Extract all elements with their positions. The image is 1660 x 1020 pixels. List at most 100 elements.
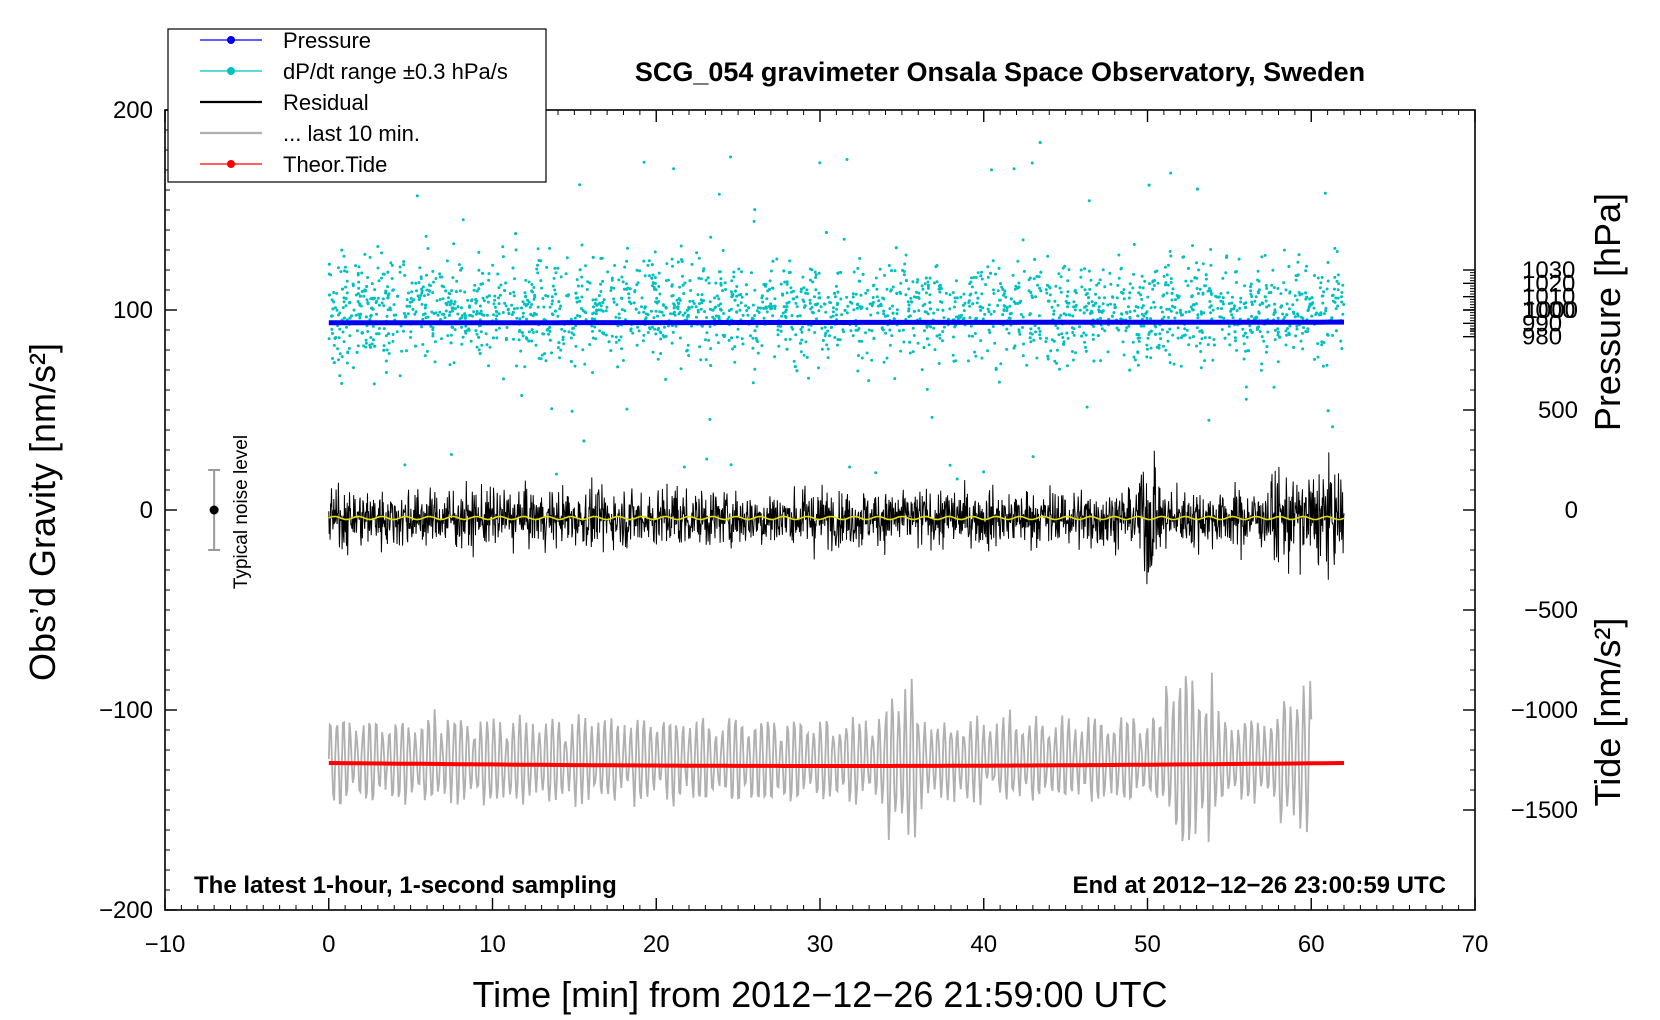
- dpdt-point: [481, 296, 485, 300]
- dpdt-point: [567, 330, 571, 334]
- dpdt-point: [917, 296, 921, 300]
- dpdt-point: [1221, 296, 1225, 300]
- dpdt-point: [591, 329, 594, 333]
- dpdt-point: [1039, 270, 1043, 274]
- dpdt-point: [657, 271, 661, 275]
- dpdt-point: [662, 335, 666, 339]
- dpdt-point: [521, 300, 525, 304]
- dpdt-point: [391, 288, 395, 292]
- dpdt-point: [767, 305, 771, 308]
- dpdt-point: [1221, 276, 1225, 280]
- dpdt-point: [598, 329, 602, 333]
- dpdt-point: [496, 272, 500, 276]
- dpdt-point: [1022, 269, 1026, 273]
- dpdt-point: [930, 415, 934, 419]
- dpdt-point: [338, 352, 342, 356]
- dpdt-point: [563, 329, 567, 333]
- dpdt-point: [1234, 270, 1237, 274]
- dpdt-point: [792, 359, 796, 363]
- dpdt-point: [540, 286, 544, 290]
- dpdt-point: [653, 327, 657, 331]
- dpdt-point: [893, 377, 897, 381]
- dpdt-point: [859, 293, 863, 297]
- dpdt-point: [1162, 274, 1166, 278]
- dpdt-point: [940, 300, 944, 304]
- dpdt-point: [805, 355, 809, 359]
- dpdt-point: [836, 338, 840, 342]
- dpdt-point: [591, 298, 595, 302]
- dpdt-point: [381, 297, 385, 301]
- dpdt-point: [974, 291, 978, 295]
- dpdt-point: [1142, 314, 1146, 318]
- dpdt-point: [1153, 305, 1157, 309]
- dpdt-point: [1199, 350, 1203, 353]
- dpdt-point: [553, 309, 557, 313]
- x-tick-label: 50: [1134, 931, 1161, 958]
- dpdt-point: [513, 277, 516, 281]
- dpdt-point: [1203, 336, 1207, 340]
- dpdt-point: [1079, 275, 1083, 279]
- dpdt-point: [1092, 359, 1096, 363]
- dpdt-point: [732, 270, 736, 274]
- dpdt-point: [591, 312, 595, 316]
- dpdt-point: [494, 309, 498, 313]
- dpdt-point: [1186, 284, 1190, 288]
- dpdt-point: [606, 270, 610, 274]
- dpdt-point: [1165, 307, 1169, 311]
- dpdt-point: [721, 289, 725, 293]
- dpdt-point: [1187, 310, 1191, 314]
- dpdt-point: [1336, 296, 1340, 300]
- dpdt-point: [628, 287, 632, 291]
- dpdt-point: [745, 309, 749, 312]
- dpdt-point: [1242, 302, 1246, 306]
- dpdt-point: [1035, 356, 1039, 360]
- dpdt-point: [911, 326, 915, 330]
- dpdt-point: [530, 289, 534, 293]
- dpdt-point: [1070, 326, 1074, 330]
- dpdt-point: [683, 281, 687, 285]
- dpdt-point: [910, 300, 914, 304]
- dpdt-point: [387, 332, 391, 336]
- noise-center-dot: [209, 505, 219, 515]
- dpdt-point: [941, 339, 944, 343]
- dpdt-point: [511, 266, 515, 270]
- dpdt-point: [685, 348, 689, 352]
- dpdt-point: [1250, 295, 1254, 298]
- dpdt-point: [714, 305, 718, 309]
- dpdt-point: [1335, 279, 1339, 283]
- dpdt-point: [1270, 283, 1274, 287]
- dpdt-point: [521, 311, 525, 315]
- dpdt-point: [1066, 290, 1070, 294]
- dpdt-point: [459, 268, 463, 272]
- dpdt-point: [1293, 315, 1297, 319]
- dpdt-point: [526, 298, 529, 302]
- dpdt-point: [712, 317, 716, 321]
- dpdt-point: [345, 291, 349, 295]
- dpdt-point: [744, 283, 748, 287]
- x-tick-label: 60: [1298, 931, 1325, 958]
- dpdt-point: [902, 340, 906, 344]
- dpdt-point: [1128, 315, 1132, 319]
- dpdt-point: [948, 293, 952, 297]
- dpdt-point: [431, 334, 435, 338]
- dpdt-point: [1059, 275, 1063, 279]
- dpdt-point: [1046, 354, 1050, 358]
- dpdt-point: [680, 259, 684, 263]
- dpdt-point: [1195, 344, 1198, 348]
- x-tick-label: 70: [1462, 931, 1489, 958]
- dpdt-point: [1045, 291, 1049, 295]
- dpdt-point: [878, 303, 882, 307]
- dpdt-point: [1276, 333, 1280, 337]
- dpdt-point: [1209, 289, 1213, 293]
- dpdt-point: [548, 325, 552, 329]
- dpdt-point: [1050, 305, 1054, 309]
- dpdt-point: [779, 329, 783, 333]
- dpdt-point: [653, 276, 657, 280]
- dpdt-point: [857, 339, 861, 343]
- dpdt-point: [671, 330, 675, 334]
- dpdt-point: [966, 359, 970, 363]
- dpdt-point: [1202, 311, 1206, 315]
- dpdt-point: [648, 326, 651, 330]
- dpdt-point: [1087, 269, 1091, 273]
- dpdt-point: [443, 316, 447, 320]
